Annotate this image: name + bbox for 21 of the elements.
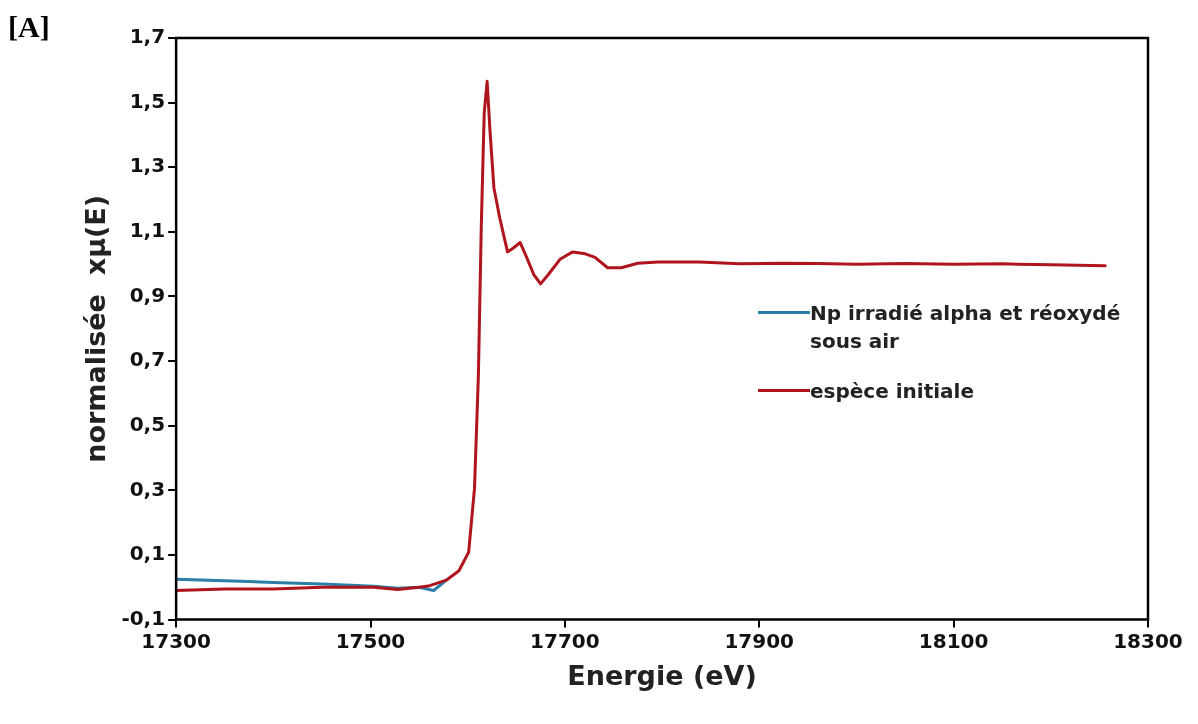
x-tick-label: 18100 [918,628,989,653]
y-tick-label: 0,5 [129,411,166,436]
y-tick-label: 0,1 [129,541,166,566]
y-tick-label: 1,5 [129,88,166,113]
y-tick-label: 0,9 [129,282,166,307]
y-tick-label: -0,1 [121,605,166,630]
x-tick-label: 17700 [530,628,600,653]
x-tick-label: 17900 [724,628,795,653]
y-tick-label: 1,1 [129,218,166,243]
y-axis-title: normalisée xµ(E) [80,194,112,463]
y-tick-label: 1,7 [129,24,166,49]
text: [A] [8,10,50,44]
x-tick-label: 17300 [141,628,211,653]
y-tick-label: 0,3 [129,476,166,501]
x-axis-title: Energie (eV) [567,659,757,691]
x-tick-label: 17500 [335,628,406,653]
y-tick-label: 0,7 [129,347,166,372]
y-tick-label: 1,3 [129,153,166,178]
x-tick-label: 18300 [1113,628,1183,653]
legend-label: Np irradié alpha et réoxydé sous air [810,299,1122,355]
legend-label: espèce initiale [810,377,975,405]
